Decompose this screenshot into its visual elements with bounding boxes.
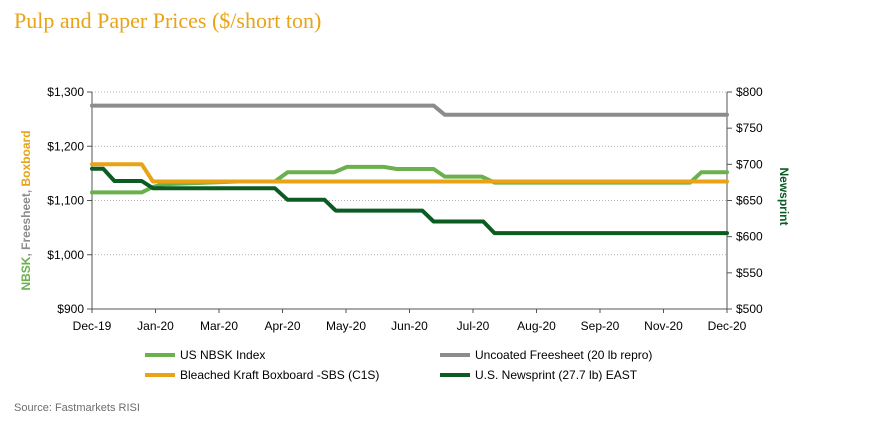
y-right-axis-title: Newsprint bbox=[777, 167, 791, 225]
source-note: Source: Fastmarkets RISI bbox=[14, 402, 140, 414]
series-line bbox=[90, 166, 729, 236]
y-left-tick-label: $1,300 bbox=[47, 85, 84, 99]
legend-label: US NBSK Index bbox=[180, 348, 265, 362]
y-right-tick-label: $650 bbox=[736, 194, 763, 208]
y-right-tick-label: $600 bbox=[736, 230, 763, 244]
legend-label: Uncoated Freesheet (20 lb repro) bbox=[475, 348, 652, 362]
y-left-tick-label: $1,200 bbox=[47, 139, 84, 153]
y-right-tick-label: $800 bbox=[736, 85, 763, 99]
x-tick-label: May-20 bbox=[326, 319, 366, 333]
y-left-axis-title-part: Boxboard bbox=[19, 130, 33, 186]
y-left-axis-title-part: Freesheet bbox=[19, 193, 33, 250]
y-right-tick-label: $700 bbox=[736, 157, 763, 171]
y-right-tick-label: $550 bbox=[736, 266, 763, 280]
legend: US NBSK Index Uncoated Freesheet (20 lb r… bbox=[145, 348, 652, 382]
x-tick-label: Apr-20 bbox=[264, 319, 300, 333]
y-left-axis-title: NBSK, Freesheet, Boxboard bbox=[19, 130, 33, 290]
x-tick-label: Sep-20 bbox=[581, 319, 620, 333]
y-left-axis-title-part: , bbox=[19, 186, 33, 193]
x-tick-label: Aug-20 bbox=[517, 319, 556, 333]
tick-labels: $900 $1,000 $1,100 $1,200 $1,300 $500 $550 $600… bbox=[19, 85, 791, 333]
y-right-tick-label: $750 bbox=[736, 121, 763, 135]
y-left-axis-title-part: , bbox=[19, 250, 33, 257]
series-line bbox=[90, 103, 729, 117]
x-tick-label: Jun-20 bbox=[391, 319, 428, 333]
y-left-axis-title-part: NBSK bbox=[19, 256, 33, 290]
y-right-tick-label: $500 bbox=[736, 302, 763, 316]
x-tick-label: Jul-20 bbox=[457, 319, 490, 333]
y-left-tick-label: $1,000 bbox=[47, 248, 84, 262]
axes bbox=[87, 91, 732, 313]
series-lines bbox=[90, 103, 729, 236]
x-tick-label: Nov-20 bbox=[644, 319, 683, 333]
series-line bbox=[90, 162, 729, 184]
x-tick-label: Mar-20 bbox=[200, 319, 238, 333]
chart-title: Pulp and Paper Prices ($/short ton) bbox=[14, 8, 322, 33]
x-tick-label: Dec-20 bbox=[708, 319, 747, 333]
y-left-tick-label: $1,100 bbox=[47, 194, 84, 208]
y-left-tick-label: $900 bbox=[57, 302, 84, 316]
legend-label: Bleached Kraft Boxboard -SBS (C1S) bbox=[180, 368, 379, 382]
x-tick-label: Dec-19 bbox=[73, 319, 112, 333]
legend-label: U.S. Newsprint (27.7 lb) EAST bbox=[475, 368, 638, 382]
grid-lines bbox=[92, 91, 727, 310]
x-tick-label: Jan-20 bbox=[137, 319, 174, 333]
